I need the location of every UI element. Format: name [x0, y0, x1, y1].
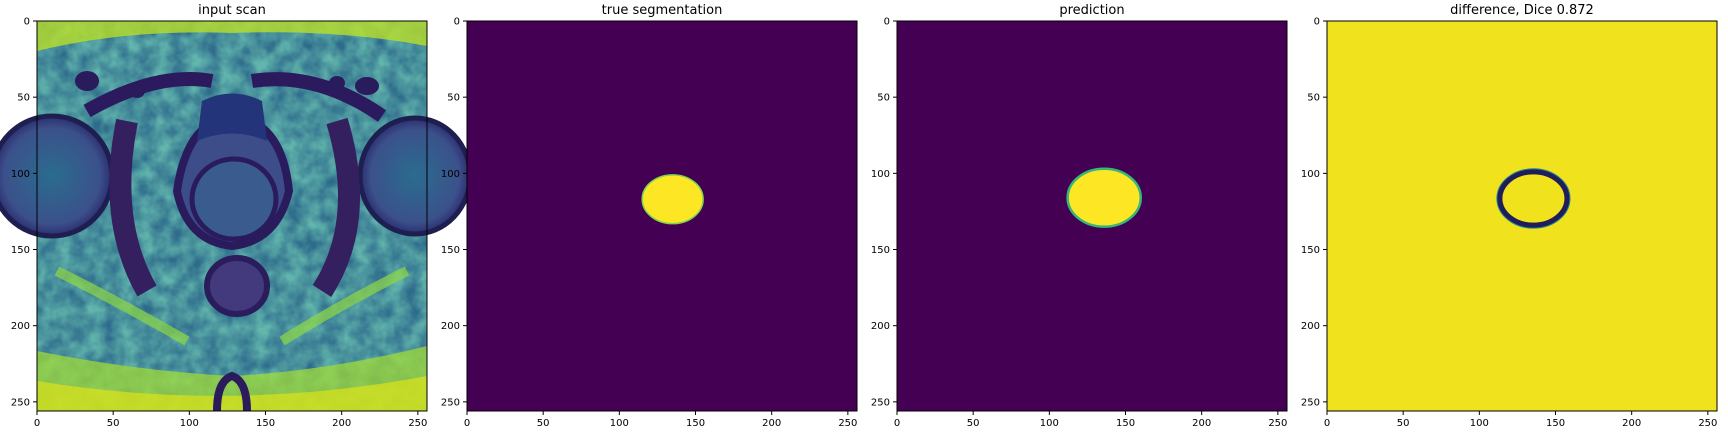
- x-tick-label: 250: [1698, 418, 1717, 429]
- x-tick-label: 200: [1622, 418, 1641, 429]
- x-tick-label: 100: [1040, 418, 1059, 429]
- scan-pelvic-wall-left: [109, 118, 157, 297]
- panel-title-truth: true segmentation: [601, 3, 723, 18]
- truth-segmentation-blob: [641, 174, 704, 225]
- y-tick-label: 100: [441, 169, 460, 180]
- y-tick-label: 200: [441, 321, 460, 332]
- x-tick-label: 100: [180, 418, 199, 429]
- x-tick-label: 150: [686, 418, 705, 429]
- y-tick-label: 100: [11, 169, 30, 180]
- scan-prostate: [189, 156, 279, 242]
- y-tick-label: 250: [1301, 397, 1320, 408]
- prediction-blob: [1066, 167, 1142, 228]
- scan-vessel-4: [329, 76, 345, 90]
- x-tick-label: 100: [610, 418, 629, 429]
- ticks-diff: 0 50 100 150 200 250 0 50 100 150 200 250: [1301, 17, 1718, 430]
- y-tick-label: 150: [441, 245, 460, 256]
- y-tick-label: 200: [11, 321, 30, 332]
- x-tick-label: 50: [107, 418, 120, 429]
- panel-title-diff: difference, Dice 0.872: [1450, 3, 1594, 18]
- scan-bright-left: [54, 266, 190, 346]
- y-tick-label: 50: [447, 93, 460, 104]
- x-tick-label: 0: [34, 418, 40, 429]
- x-tick-label: 200: [332, 418, 351, 429]
- y-tick-label: 250: [11, 397, 30, 408]
- x-tick-label: 50: [537, 418, 550, 429]
- scan-pelvic-arc-left: [83, 72, 214, 118]
- y-tick-label: 200: [1301, 321, 1320, 332]
- scan-pelvic-arc-right: [250, 72, 386, 122]
- x-tick-label: 0: [894, 418, 900, 429]
- x-tick-label: 50: [1397, 418, 1410, 429]
- y-tick-label: 0: [24, 17, 30, 28]
- ticks-truth: 0 50 100 150 200 250 0 50 100 150 200 250: [441, 17, 858, 430]
- scan-vessel-2: [129, 84, 145, 98]
- axes-diff: 0 50 100 150 200 250 0 50 100 150 200 250: [1301, 17, 1718, 429]
- axis-frame: [1326, 20, 1718, 412]
- scan-vessel-1: [75, 71, 99, 91]
- x-tick-label: 200: [1192, 418, 1211, 429]
- x-tick-label: 100: [1470, 418, 1489, 429]
- x-tick-label: 50: [967, 418, 980, 429]
- scan-bright-bottom: [37, 376, 427, 411]
- axis-frame: [466, 20, 858, 412]
- axis-frame: [36, 20, 428, 412]
- diff-background: [1327, 21, 1717, 411]
- y-tick-label: 250: [441, 397, 460, 408]
- scan-pelvic-wall-right: [312, 117, 360, 297]
- scan-coccyx: [213, 371, 251, 412]
- y-tick-label: 50: [1307, 93, 1320, 104]
- axes-input: 0 50 100 150 200 250 0 50 100 150 200 250: [0, 17, 473, 429]
- y-tick-label: 150: [11, 245, 30, 256]
- y-tick-label: 50: [17, 93, 30, 104]
- x-tick-label: 0: [464, 418, 470, 429]
- scan-bright-right: [279, 266, 410, 346]
- y-tick-label: 0: [454, 17, 460, 28]
- axes-truth: 0 50 100 150 200 250 0 50 100 150 200 250: [441, 17, 858, 429]
- y-tick-label: 0: [1314, 17, 1320, 28]
- ticks-input: 0 50 100 150 200 250 0 50 100 150 200 250: [11, 17, 428, 430]
- panel-title-pred: prediction: [1059, 3, 1125, 18]
- x-tick-label: 150: [1116, 418, 1135, 429]
- axes-pred: 0 50 100 150 200 250 0 50 100 150 200 250: [871, 17, 1288, 429]
- y-tick-label: 100: [871, 169, 890, 180]
- x-tick-label: 250: [1268, 418, 1287, 429]
- x-tick-label: 200: [762, 418, 781, 429]
- ticks-pred: 0 50 100 150 200 250 0 50 100 150 200 250: [871, 17, 1288, 430]
- y-tick-label: 250: [871, 397, 890, 408]
- x-tick-label: 0: [1324, 418, 1330, 429]
- y-tick-label: 200: [871, 321, 890, 332]
- difference-ring: [1497, 169, 1570, 228]
- x-tick-label: 250: [838, 418, 857, 429]
- x-tick-label: 250: [408, 418, 427, 429]
- scan-fat-band-top: [37, 21, 427, 51]
- scan-upper-structure: [197, 93, 267, 141]
- y-tick-label: 50: [877, 93, 890, 104]
- panel-title-input: input scan: [198, 3, 266, 18]
- y-tick-label: 100: [1301, 169, 1320, 180]
- axis-frame: [896, 20, 1288, 412]
- x-tick-label: 150: [256, 418, 275, 429]
- y-tick-label: 150: [1301, 245, 1320, 256]
- scan-vessel-3: [355, 77, 379, 95]
- y-tick-label: 150: [871, 245, 890, 256]
- scan-rectum: [204, 255, 270, 317]
- x-tick-label: 150: [1546, 418, 1565, 429]
- y-tick-label: 0: [884, 17, 890, 28]
